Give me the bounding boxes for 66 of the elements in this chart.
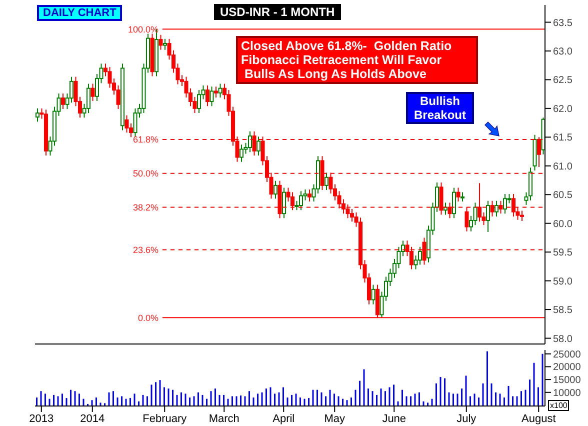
candlestick [133, 108, 138, 138]
candlestick [192, 96, 197, 114]
candlestick [473, 202, 478, 226]
candlestick [116, 84, 120, 110]
candlestick [274, 180, 278, 200]
y-tick-label: 62.5 [553, 75, 573, 86]
candlestick [210, 86, 214, 107]
candlestick [460, 192, 464, 202]
candlestick [418, 246, 422, 266]
y-tick-label: 59.0 [553, 276, 573, 288]
y-tick-label: 25000 [553, 349, 582, 360]
candlestick [528, 167, 532, 201]
candlestick [90, 83, 95, 102]
y-tick-label: 15000 [553, 375, 582, 386]
annotation: Bullish Breakout [406, 92, 474, 124]
y-tick-label: 58.0 [553, 334, 573, 345]
candlestick [256, 136, 260, 156]
y-tick-label: 63.0 [553, 46, 573, 58]
y-tick-label: 20000 [553, 362, 582, 374]
y-tick-label: 59.5 [553, 248, 573, 259]
candlestick [324, 172, 328, 191]
annotation: Closed Above 61.8%- Golden Ratio Fibonacci Retracement Will Favor Bulls As Long As Holds Above [236, 36, 478, 84]
annotation: 38.2% [132, 202, 158, 212]
candlestick [520, 210, 524, 222]
candlestick [371, 284, 376, 305]
candlestick [248, 130, 252, 153]
annotation: 100.0% [128, 24, 158, 34]
candlestick [218, 83, 222, 98]
text: x100 [548, 400, 570, 411]
x-tick-label: March [208, 412, 240, 425]
y-tick-label: 62.0 [553, 104, 573, 115]
candlestick [456, 187, 460, 202]
y-tick-label: 58.5 [553, 305, 573, 316]
annotation: 61.8% [132, 134, 158, 145]
candlestick [61, 92, 65, 110]
x-tick-label: April [272, 412, 295, 425]
annotation: 50.0% [132, 168, 158, 179]
x-tick-label: July [456, 412, 477, 425]
x-tick-label: February [142, 412, 188, 425]
x-tick-label: May [324, 412, 346, 425]
candlestick [124, 114, 129, 134]
x-tick-label: August [522, 412, 556, 425]
y-tick-label: 60.0 [553, 218, 573, 230]
y-tick-label: 61.5 [553, 132, 573, 144]
candlestick [308, 188, 312, 202]
y-tick-label: 10000 [553, 388, 582, 399]
candlestick [163, 38, 167, 50]
x-tick-label: 2013 [29, 412, 54, 425]
annotation: 0.0% [138, 312, 158, 323]
candlestick [36, 108, 40, 122]
chart-title: USD-INR - 1 MONTH [214, 4, 341, 20]
x-tick-label: 2014 [80, 412, 105, 425]
y-tick-label: 61.0 [553, 161, 573, 172]
y-tick-label: 60.5 [553, 190, 573, 202]
annotation: DAILY CHART [37, 5, 122, 21]
candlestick [494, 200, 498, 217]
candlestick [282, 187, 286, 219]
candlestick [86, 83, 90, 114]
candlestick [206, 84, 210, 107]
candlestick [214, 86, 218, 98]
candlestick [452, 187, 456, 219]
x-tick-label: June [382, 412, 406, 425]
y-tick-label: 63.5 [553, 18, 573, 29]
annotation: 23.6% [132, 244, 158, 255]
candlestick [158, 34, 163, 50]
candlestick [486, 200, 490, 232]
